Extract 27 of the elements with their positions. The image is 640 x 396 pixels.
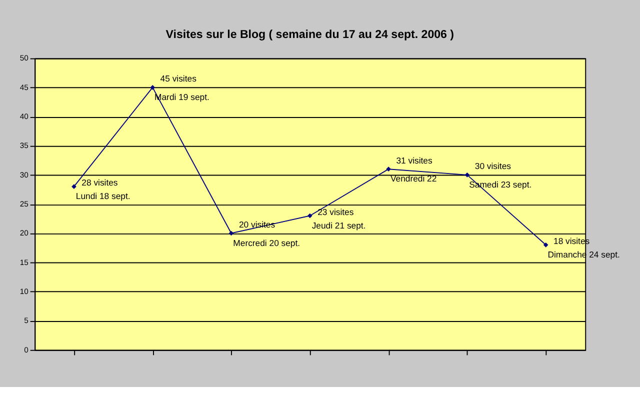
y-tick-label: 0: [24, 345, 28, 354]
y-tick-label: 30: [20, 170, 28, 180]
y-tick-label: 40: [20, 112, 28, 122]
data-label: 23 visites: [318, 206, 354, 217]
point: [386, 166, 391, 172]
x-tick-label: Jeudi 21 sept.: [312, 220, 366, 230]
y-tick-label: 10: [20, 286, 28, 296]
data-label: 30 visites: [474, 161, 512, 172]
x-tick-label: Mercredi 20 sept.: [233, 238, 300, 248]
data-label: 45 visites: [160, 74, 198, 84]
data-label: 28 visites: [82, 178, 118, 188]
point: [307, 213, 312, 218]
y-tick-label: 25: [20, 199, 28, 208]
y-tick-label: 45: [20, 82, 28, 92]
y-tick-label: 20: [20, 228, 28, 238]
x-tick-label: Lundi 18 sept.: [76, 191, 130, 202]
x-tick-label: Vendredi 22: [390, 174, 437, 184]
point: [72, 184, 76, 189]
y-tick-label: 15: [20, 258, 28, 267]
y-tick-label: 5: [24, 316, 28, 326]
point: [150, 85, 156, 90]
y-tick-label: 35: [20, 141, 28, 150]
data-label: 31 visites: [396, 155, 433, 166]
chart-title: Visites sur le Blog ( semaine du 17 au 24 sept. 2006 ): [166, 29, 454, 42]
point: [464, 172, 470, 178]
point: [543, 242, 548, 248]
y-tick-label: 50: [20, 54, 28, 63]
